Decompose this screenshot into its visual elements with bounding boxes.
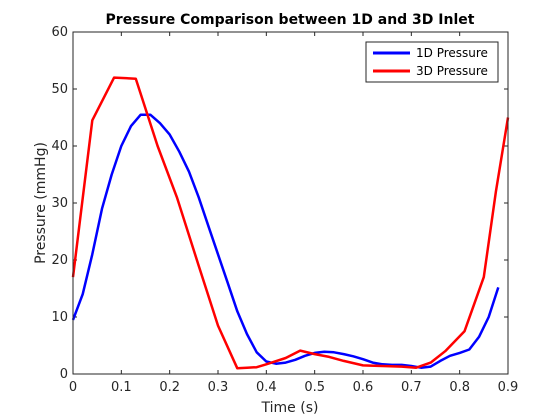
series-layer	[71, 76, 510, 370]
y-axis-ticks: 0 10 20 30 40 50 60	[51, 25, 508, 382]
y-axis-label: Pressure (mmHg)	[33, 142, 49, 264]
x-tick-label: 0.1	[111, 380, 132, 395]
x-tick-label: 0.9	[498, 380, 519, 395]
plot-frame	[72, 31, 509, 375]
x-tick-label: 0.4	[256, 380, 277, 395]
plot-area	[73, 32, 508, 374]
y-tick-label: 10	[51, 310, 68, 325]
y-tick-label: 0	[60, 367, 68, 382]
y-tick-label: 40	[51, 139, 68, 154]
series-line-3d-pressure	[71, 76, 510, 370]
x-tick-label: 0	[69, 380, 77, 395]
x-tick-label: 0.6	[353, 380, 374, 395]
y-tick-label: 30	[51, 196, 68, 211]
legend-label-3d: 3D Pressure	[416, 64, 488, 78]
x-tick-label: 0.8	[449, 380, 470, 395]
y-tick-label: 50	[51, 82, 68, 97]
x-tick-label: 0.5	[304, 380, 325, 395]
x-tick-label: 0.2	[159, 380, 180, 395]
legend: 1D Pressure 3D Pressure	[365, 41, 499, 83]
x-axis-label: Time (s)	[261, 400, 319, 416]
legend-label-1d: 1D Pressure	[416, 46, 488, 60]
series-line-1d-pressure	[71, 113, 500, 369]
chart-title: Pressure Comparison between 1D and 3D In…	[106, 12, 475, 28]
y-tick-label: 60	[51, 25, 68, 40]
x-tick-label: 0.7	[401, 380, 422, 395]
y-tick-label: 20	[51, 253, 68, 268]
x-tick-label: 0.3	[208, 380, 229, 395]
x-axis-ticks: 0 0.1 0.2 0.3 0.4 0.5 0.6 0.7 0.8 0.9	[69, 32, 518, 395]
legend-box	[365, 41, 499, 83]
